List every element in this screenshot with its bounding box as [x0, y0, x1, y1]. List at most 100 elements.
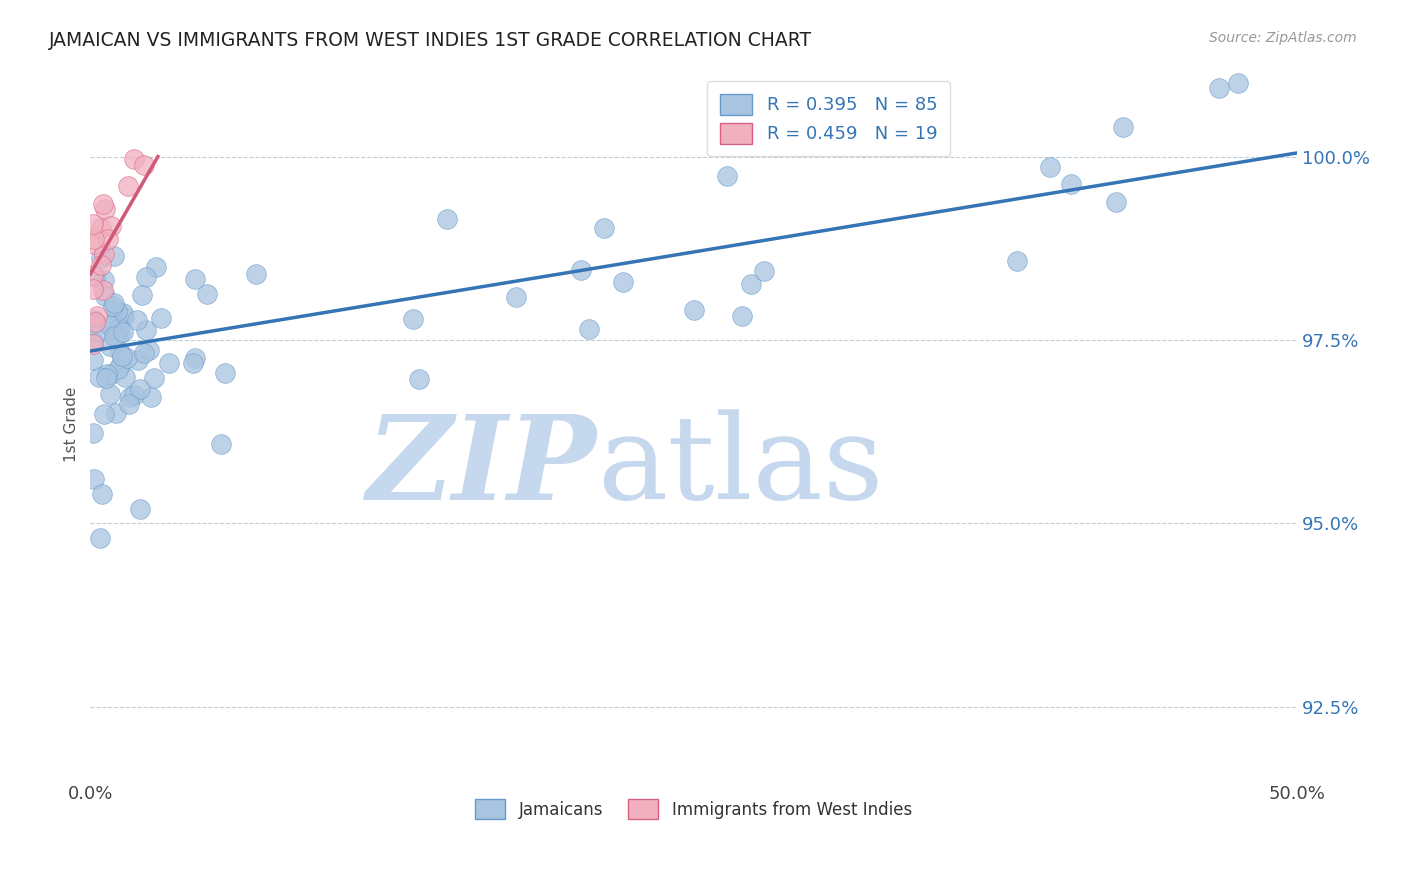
Point: [94, 202, 117, 217]
Point: [127, 352, 149, 367]
Point: [157, 356, 180, 370]
Point: [100, 219, 122, 233]
Point: [94, 288, 117, 302]
Point: [96, 370, 118, 384]
Point: [105, 406, 128, 420]
Point: [683, 302, 706, 317]
Point: [183, 272, 205, 286]
Point: [105, 329, 128, 343]
Point: [593, 220, 616, 235]
Point: [117, 179, 139, 194]
Point: [114, 370, 136, 384]
Point: [87, 369, 110, 384]
Point: [108, 326, 131, 340]
Point: [86, 325, 108, 339]
Point: [91, 196, 114, 211]
Point: [82, 425, 104, 440]
Point: [117, 351, 139, 365]
Point: [118, 397, 141, 411]
Point: [612, 275, 634, 289]
Point: [184, 351, 207, 365]
Point: [1105, 194, 1128, 209]
Point: [730, 309, 752, 323]
Point: [1227, 76, 1250, 90]
Point: [134, 157, 156, 171]
Point: [98, 318, 121, 332]
Text: JAMAICAN VS IMMIGRANTS FROM WEST INDIES 1ST GRADE CORRELATION CHART: JAMAICAN VS IMMIGRANTS FROM WEST INDIES …: [49, 31, 813, 50]
Point: [402, 312, 425, 326]
Point: [82, 334, 104, 348]
Point: [83, 314, 105, 328]
Point: [716, 169, 738, 184]
Point: [103, 249, 125, 263]
Point: [408, 372, 430, 386]
Point: [111, 305, 134, 319]
Point: [82, 317, 104, 331]
Point: [150, 310, 173, 325]
Point: [90, 487, 112, 501]
Text: atlas: atlas: [598, 409, 883, 524]
Point: [96, 367, 118, 381]
Point: [83, 270, 105, 285]
Point: [82, 268, 104, 282]
Point: [1039, 160, 1062, 174]
Point: [128, 501, 150, 516]
Point: [752, 263, 775, 277]
Point: [91, 283, 114, 297]
Point: [107, 361, 129, 376]
Point: [82, 353, 104, 368]
Point: [82, 337, 104, 351]
Point: [505, 289, 527, 303]
Text: Source: ZipAtlas.com: Source: ZipAtlas.com: [1209, 31, 1357, 45]
Point: [209, 437, 232, 451]
Point: [110, 357, 132, 371]
Point: [104, 323, 127, 337]
Point: [138, 343, 160, 357]
Point: [111, 325, 134, 339]
Point: [129, 382, 152, 396]
Point: [135, 323, 157, 337]
Point: [103, 328, 125, 343]
Point: [569, 263, 592, 277]
Point: [100, 318, 122, 332]
Point: [214, 367, 236, 381]
Point: [142, 370, 165, 384]
Point: [122, 387, 145, 401]
Point: [97, 232, 120, 246]
Point: [103, 299, 125, 313]
Point: [740, 277, 762, 292]
Point: [1112, 120, 1135, 135]
Point: [245, 267, 267, 281]
Point: [436, 211, 458, 226]
Point: [110, 344, 132, 359]
Point: [90, 259, 112, 273]
Point: [131, 288, 153, 302]
Point: [93, 407, 115, 421]
Y-axis label: 1st Grade: 1st Grade: [65, 387, 79, 462]
Point: [89, 531, 111, 545]
Legend: Jamaicans, Immigrants from West Indies: Jamaicans, Immigrants from West Indies: [468, 793, 918, 825]
Point: [100, 387, 122, 401]
Point: [100, 367, 122, 381]
Point: [83, 472, 105, 486]
Point: [139, 390, 162, 404]
Point: [90, 221, 112, 235]
Point: [83, 313, 105, 327]
Point: [93, 273, 115, 287]
Point: [134, 270, 156, 285]
Point: [132, 346, 155, 360]
Point: [122, 152, 145, 166]
Point: [145, 260, 167, 274]
Point: [120, 390, 142, 404]
Point: [103, 296, 125, 310]
Point: [112, 310, 135, 324]
Point: [1007, 253, 1029, 268]
Point: [83, 231, 105, 245]
Point: [98, 339, 121, 353]
Point: [83, 236, 105, 251]
Point: [1060, 177, 1083, 191]
Point: [578, 322, 600, 336]
Point: [82, 282, 104, 296]
Point: [181, 356, 204, 370]
Point: [86, 309, 108, 323]
